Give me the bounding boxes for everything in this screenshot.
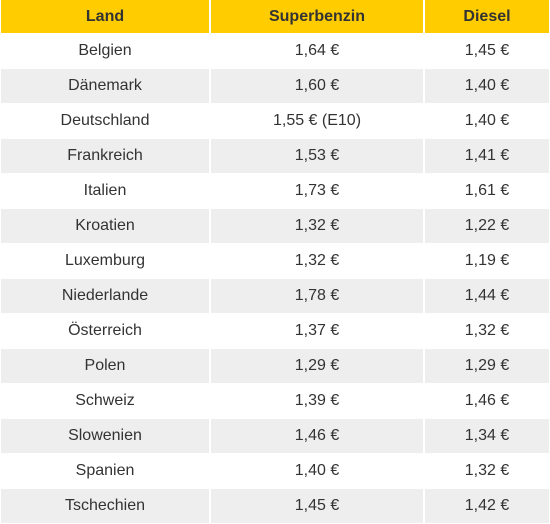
cell-land: Deutschland	[0, 104, 210, 139]
header-diesel: Diesel	[424, 0, 550, 34]
table-row: Österreich 1,37 €1,32 €	[0, 314, 550, 349]
cell-diesel: 1,46 €	[424, 384, 550, 419]
cell-land: Italien	[0, 174, 210, 209]
cell-land: Kroatien	[0, 209, 210, 244]
cell-land: Slowenien	[0, 419, 210, 454]
cell-diesel: 1,42 €	[424, 489, 550, 524]
cell-superbenzin: 1,46 €	[210, 419, 424, 454]
cell-diesel: 1,22 €	[424, 209, 550, 244]
cell-diesel: 1,34 €	[424, 419, 550, 454]
cell-diesel: 1,29 €	[424, 349, 550, 384]
table-row: Frankreich 1,53 €1,41 €	[0, 139, 550, 174]
cell-superbenzin: 1,53 €	[210, 139, 424, 174]
table-header: Land Superbenzin Diesel	[0, 0, 550, 34]
cell-superbenzin: 1,60 €	[210, 69, 424, 104]
table-row: Spanien 1,40 €1,32 €	[0, 454, 550, 489]
table-row: Slowenien 1,46 €1,34 €	[0, 419, 550, 454]
cell-superbenzin: 1,78 €	[210, 279, 424, 314]
cell-superbenzin: 1,32 €	[210, 209, 424, 244]
cell-land: Dänemark	[0, 69, 210, 104]
cell-diesel: 1,45 €	[424, 34, 550, 69]
cell-superbenzin: 1,29 €	[210, 349, 424, 384]
cell-land: Polen	[0, 349, 210, 384]
cell-superbenzin: 1,40 €	[210, 454, 424, 489]
cell-diesel: 1,40 €	[424, 104, 550, 139]
table-row: Italien 1,73 €1,61 €	[0, 174, 550, 209]
table-row: Schweiz 1,39 €1,46 €	[0, 384, 550, 419]
cell-superbenzin: 1,39 €	[210, 384, 424, 419]
table-row: Polen 1,29 €1,29 €	[0, 349, 550, 384]
table-row: Deutschland 1,55 € (E10) 1,40 €	[0, 104, 550, 139]
cell-superbenzin: 1,55 € (E10)	[210, 104, 424, 139]
cell-superbenzin: 1,73 €	[210, 174, 424, 209]
cell-land: Niederlande	[0, 279, 210, 314]
cell-land: Belgien	[0, 34, 210, 69]
cell-land: Luxemburg	[0, 244, 210, 279]
header-row: Land Superbenzin Diesel	[0, 0, 550, 34]
cell-land: Spanien	[0, 454, 210, 489]
cell-diesel: 1,32 €	[424, 314, 550, 349]
cell-superbenzin: 1,45 €	[210, 489, 424, 524]
header-land: Land	[0, 0, 210, 34]
header-superbenzin: Superbenzin	[210, 0, 424, 34]
cell-land: Frankreich	[0, 139, 210, 174]
table-row: Dänemark 1,60 €1,40 €	[0, 69, 550, 104]
cell-land: Österreich	[0, 314, 210, 349]
cell-diesel: 1,32 €	[424, 454, 550, 489]
table-row: Niederlande 1,78 €1,44 €	[0, 279, 550, 314]
cell-diesel: 1,19 €	[424, 244, 550, 279]
cell-superbenzin: 1,32 €	[210, 244, 424, 279]
cell-diesel: 1,44 €	[424, 279, 550, 314]
table-row: Luxemburg 1,32 €1,19 €	[0, 244, 550, 279]
cell-land: Schweiz	[0, 384, 210, 419]
cell-land: Tschechien	[0, 489, 210, 524]
table-row: Tschechien 1,45 €1,42 €	[0, 489, 550, 524]
table-body: Belgien 1,64 €1,45 € Dänemark 1,60 €1,40 € D…	[0, 34, 550, 524]
cell-superbenzin: 1,37 €	[210, 314, 424, 349]
table-row: Kroatien 1,32 €1,22 €	[0, 209, 550, 244]
table-row: Belgien 1,64 €1,45 €	[0, 34, 550, 69]
cell-diesel: 1,41 €	[424, 139, 550, 174]
cell-diesel: 1,40 €	[424, 69, 550, 104]
cell-superbenzin: 1,64 €	[210, 34, 424, 69]
cell-diesel: 1,61 €	[424, 174, 550, 209]
